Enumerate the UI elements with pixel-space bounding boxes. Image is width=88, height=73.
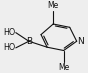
Text: B: B [26, 37, 32, 46]
Text: Me: Me [58, 63, 69, 72]
Text: Me: Me [48, 1, 59, 10]
Text: HO: HO [3, 43, 15, 52]
Text: N: N [77, 37, 84, 46]
Text: HO: HO [3, 28, 15, 37]
